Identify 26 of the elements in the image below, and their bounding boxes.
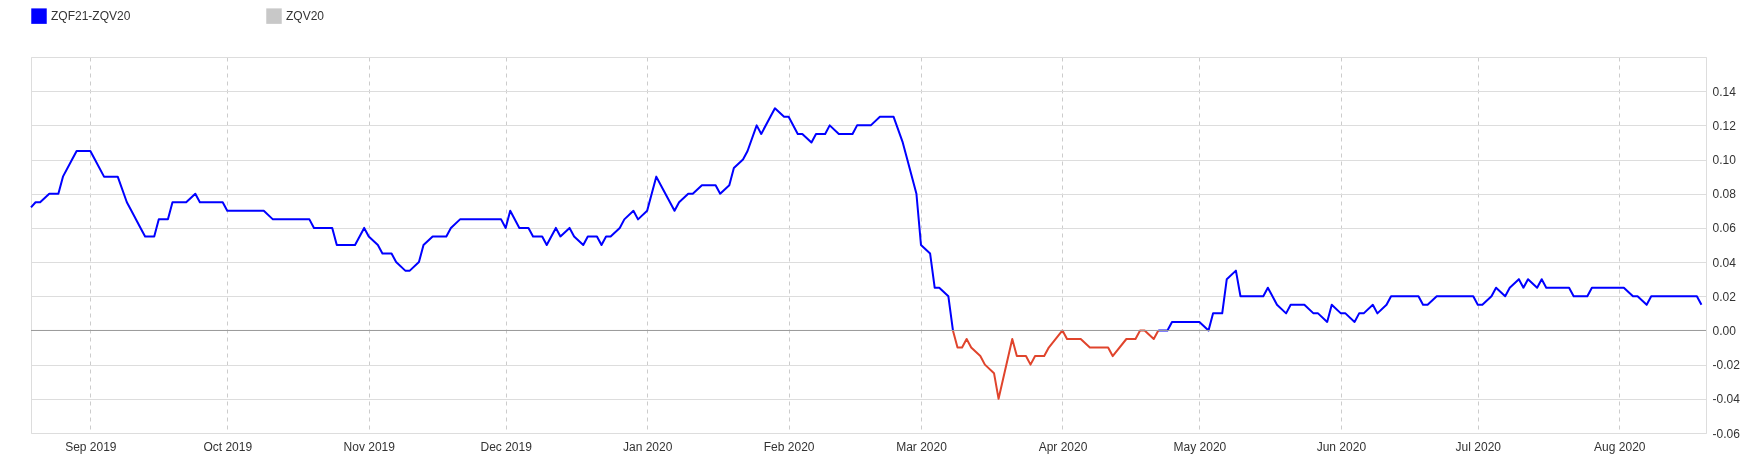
x-tick-label: Jun 2020 (1316, 439, 1367, 454)
x-tick-label: Sep 2019 (65, 439, 117, 454)
y-tick-label: 0.08 (1712, 187, 1737, 202)
y-tick-label: 0.12 (1712, 118, 1737, 133)
x-tick-label: Nov 2019 (343, 439, 396, 454)
y-tick-label: 0.10 (1712, 153, 1737, 168)
y-tick-label: 0.04 (1712, 255, 1737, 270)
legend-label: ZQV20 (286, 9, 325, 24)
x-tick-label: Oct 2019 (203, 439, 253, 454)
y-tick-label: 0.00 (1712, 323, 1737, 338)
y-tick-label: -0.04 (1712, 392, 1741, 407)
y-tick-label: -0.06 (1712, 426, 1741, 441)
legend-label: ZQF21-ZQV20 (51, 9, 131, 24)
y-tick-label: 0.06 (1712, 221, 1737, 236)
y-tick-label: 0.02 (1712, 289, 1737, 304)
x-tick-label: May 2020 (1173, 439, 1227, 454)
x-tick-label: Jul 2020 (1455, 439, 1502, 454)
x-tick-label: Apr 2020 (1038, 439, 1088, 454)
x-tick-label: Dec 2019 (480, 439, 533, 454)
line-series (951, 329, 1160, 400)
x-tick-label: Aug 2020 (1594, 439, 1646, 454)
y-tick-label: -0.02 (1712, 358, 1741, 373)
x-tick-label: Feb 2020 (763, 439, 815, 454)
x-tick-label: Mar 2020 (896, 439, 948, 454)
y-tick-label: 0.14 (1712, 84, 1737, 99)
x-tick-label: Jan 2020 (622, 439, 673, 454)
